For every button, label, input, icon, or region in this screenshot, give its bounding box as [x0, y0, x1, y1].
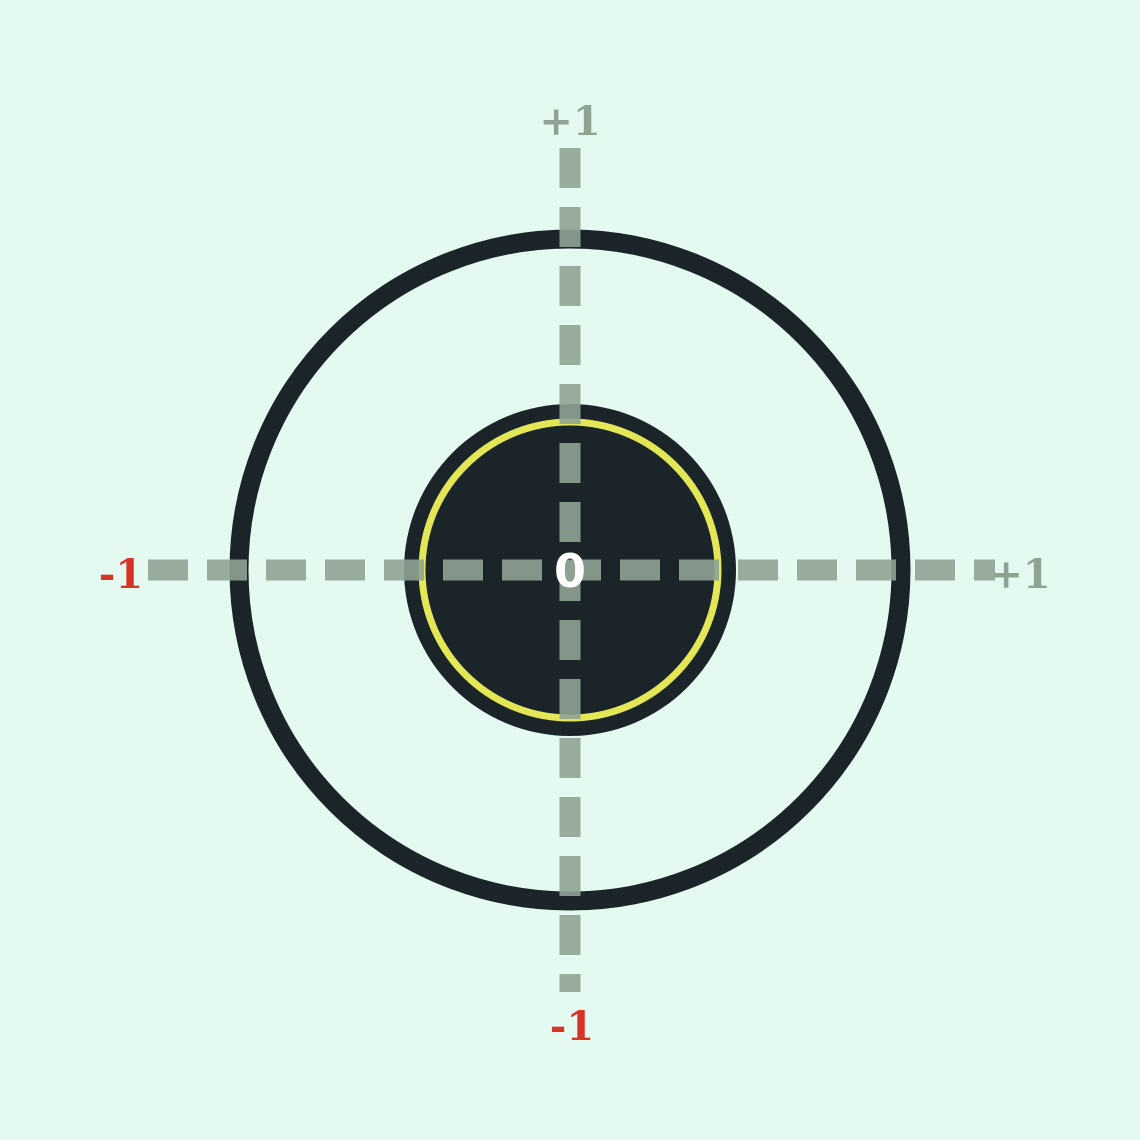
- center-label: 0: [554, 544, 586, 598]
- vertical-positive-label: +1: [539, 98, 600, 145]
- horizontal-negative-label: -1: [99, 551, 143, 598]
- vertical-negative-label: -1: [550, 1003, 594, 1050]
- horizontal-positive-label: +1: [989, 551, 1050, 598]
